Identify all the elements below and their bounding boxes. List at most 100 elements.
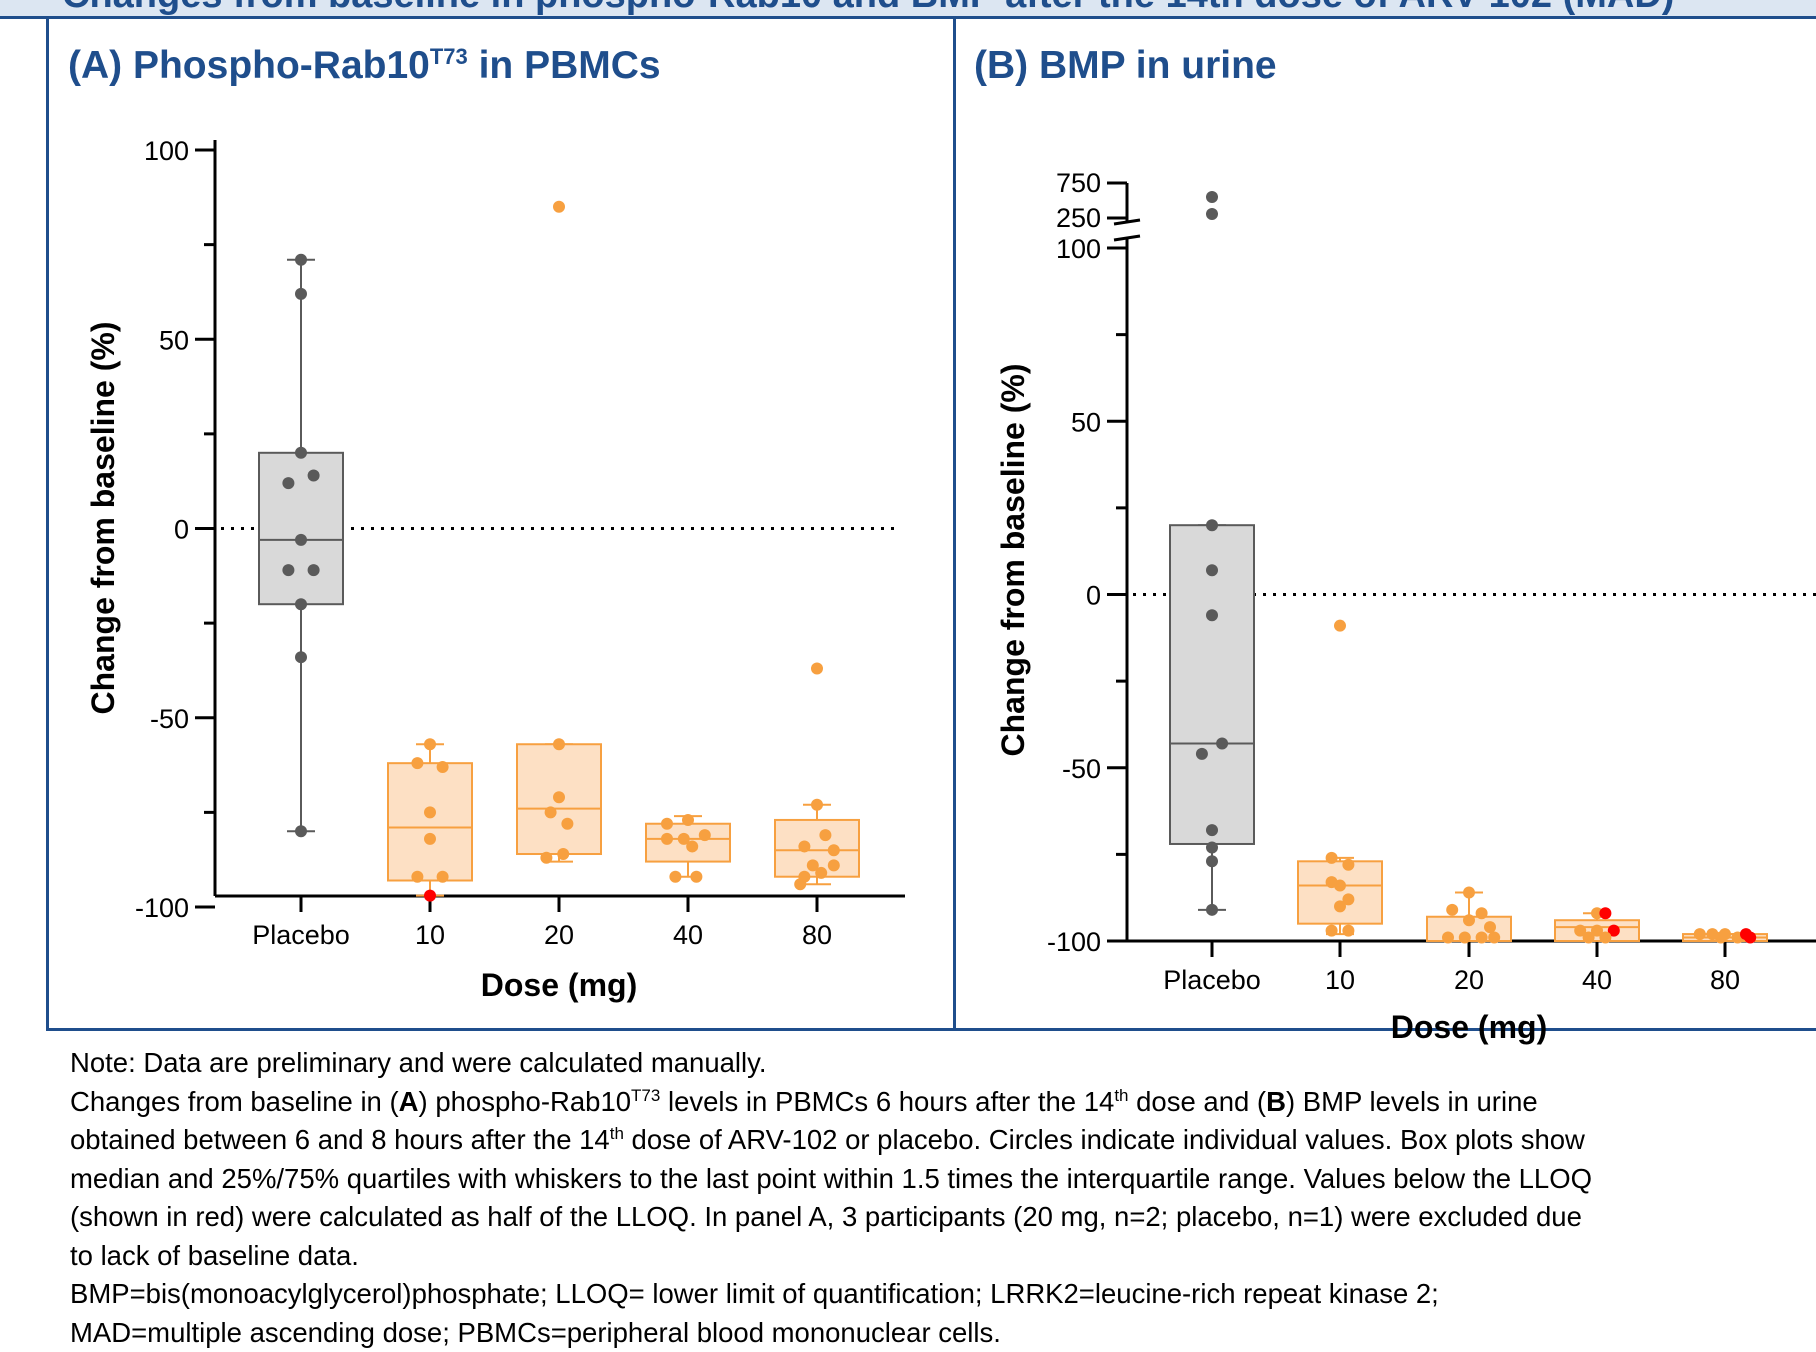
data-point	[553, 201, 565, 213]
data-point	[1206, 519, 1218, 531]
data-point	[682, 814, 694, 826]
data-point-lloq	[1599, 907, 1611, 919]
data-point	[811, 799, 823, 811]
x-tick-label: 10	[415, 920, 445, 950]
data-point	[437, 871, 449, 883]
data-point	[828, 844, 840, 856]
data-point	[1206, 841, 1218, 853]
box-iqr	[259, 453, 343, 604]
data-point	[1476, 932, 1488, 944]
data-point	[1196, 748, 1208, 760]
box-10	[1298, 858, 1382, 934]
data-point	[295, 651, 307, 663]
data-point	[1326, 876, 1338, 888]
data-point	[282, 477, 294, 489]
data-point	[1442, 932, 1454, 944]
data-point	[1583, 932, 1595, 944]
data-point	[1463, 914, 1475, 926]
data-point	[295, 447, 307, 459]
data-point	[798, 840, 810, 852]
data-point	[811, 663, 823, 675]
data-point	[819, 829, 831, 841]
y-tick-label: 750	[1056, 168, 1101, 198]
data-point	[1206, 208, 1218, 220]
y-tick-label: 0	[1086, 581, 1101, 611]
data-point	[794, 878, 806, 890]
data-point	[699, 829, 711, 841]
figure-notes: Note: Data are preliminary and were calc…	[70, 1044, 1816, 1352]
data-point	[669, 871, 681, 883]
data-point	[1334, 900, 1346, 912]
data-point	[411, 871, 423, 883]
data-point	[540, 852, 552, 864]
data-point	[295, 288, 307, 300]
x-tick-label: 80	[802, 920, 832, 950]
y-tick-label: 250	[1056, 203, 1101, 233]
data-point	[1599, 932, 1611, 944]
x-tick-label: Placebo	[1163, 965, 1261, 995]
data-point	[1476, 907, 1488, 919]
x-tick-label: Placebo	[252, 920, 350, 950]
x-tick-label: 40	[673, 920, 703, 950]
y-axis-label: Change from baseline (%)	[85, 322, 121, 715]
box-iqr	[388, 763, 472, 880]
data-point	[1446, 904, 1458, 916]
note-line-1: Note: Data are preliminary and were calc…	[70, 1044, 1816, 1083]
note-line-8: MAD=multiple ascending dose; PBMCs=perip…	[70, 1314, 1816, 1352]
data-point-lloq	[424, 890, 436, 902]
data-point	[1206, 824, 1218, 836]
data-point	[1206, 904, 1218, 916]
x-tick-label: 40	[1582, 965, 1612, 995]
x-tick-label: 80	[1710, 965, 1740, 995]
data-point	[1342, 859, 1354, 871]
data-point	[424, 738, 436, 750]
data-point	[295, 534, 307, 546]
data-point	[553, 791, 565, 803]
data-point	[1206, 564, 1218, 576]
y-tick-label: 100	[1056, 234, 1101, 264]
x-axis-label: Dose (mg)	[481, 967, 637, 1003]
y-tick-label: -100	[1047, 927, 1101, 957]
data-point	[424, 833, 436, 845]
data-point	[815, 867, 827, 879]
data-point	[1334, 620, 1346, 632]
data-point	[295, 598, 307, 610]
y-tick-label: 50	[1071, 407, 1101, 437]
data-point	[1694, 928, 1706, 940]
data-point	[1463, 886, 1475, 898]
y-tick-label: 50	[159, 325, 189, 355]
data-point	[411, 757, 423, 769]
data-point	[545, 806, 557, 818]
x-tick-label: 20	[544, 920, 574, 950]
note-line-3: obtained between 6 and 8 hours after the…	[70, 1121, 1816, 1160]
data-point	[1326, 925, 1338, 937]
data-point	[295, 825, 307, 837]
data-point	[553, 738, 565, 750]
data-point	[1216, 737, 1228, 749]
note-line-6: to lack of baseline data.	[70, 1237, 1816, 1276]
note-line-7: BMP=bis(monoacylglycerol)phosphate; LLOQ…	[70, 1275, 1816, 1314]
data-point	[1484, 921, 1496, 933]
y-axis-label: Change from baseline (%)	[995, 364, 1031, 757]
box-iqr	[1298, 861, 1382, 923]
data-point	[308, 470, 320, 482]
note-line-4: median and 25%/75% quartiles with whiske…	[70, 1160, 1816, 1199]
data-point	[828, 859, 840, 871]
data-point	[308, 564, 320, 576]
data-point	[1206, 855, 1218, 867]
data-point	[1206, 609, 1218, 621]
y-tick-label: 0	[174, 515, 189, 545]
data-point	[1488, 932, 1500, 944]
y-tick-label: -50	[150, 704, 189, 734]
data-point	[1342, 925, 1354, 937]
data-point	[661, 833, 673, 845]
note-line-2: Changes from baseline in (A) phospho-Rab…	[70, 1083, 1816, 1122]
data-point	[282, 564, 294, 576]
data-point	[561, 818, 573, 830]
data-point	[686, 840, 698, 852]
y-tick-label: 100	[144, 136, 189, 166]
y-axis-break-mark	[1114, 236, 1140, 240]
data-point	[557, 848, 569, 860]
y-tick-label: -50	[1062, 754, 1101, 784]
